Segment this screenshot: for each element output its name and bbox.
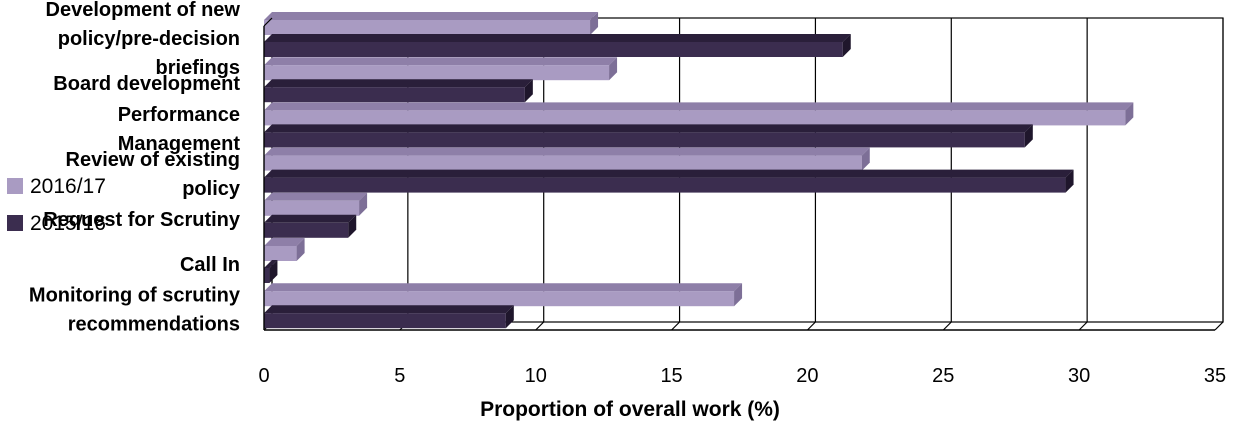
floor-gridline (1214, 321, 1224, 331)
bar-front (264, 291, 735, 307)
legend-swatch (7, 178, 23, 194)
bar-end (861, 147, 870, 171)
bar-end (1125, 102, 1134, 126)
bar-top (264, 169, 1074, 178)
bar-top (264, 102, 1134, 111)
floor-gridline (1078, 321, 1088, 331)
x-tick-label: 10 (525, 365, 547, 387)
wall-edge (263, 17, 273, 27)
bar-top (264, 57, 618, 66)
bar-series2 (264, 34, 851, 57)
bar-series1 (264, 102, 1134, 126)
bar-top (264, 79, 533, 88)
bar-front (264, 42, 843, 57)
bar-end (505, 305, 514, 329)
bar-series1 (264, 12, 599, 35)
bar-front (264, 155, 862, 171)
bar-end (609, 57, 618, 81)
bar-front (264, 110, 1126, 126)
bar-series2 (264, 124, 1033, 148)
bar-series2 (264, 169, 1074, 193)
bar-series1 (264, 147, 870, 171)
bars (264, 12, 1134, 329)
x-tick-label: 30 (1068, 365, 1090, 387)
x-tick-label: 15 (660, 365, 682, 387)
bar-top (264, 147, 870, 156)
x-tick-label: 5 (394, 365, 405, 387)
legend-item: 2016/17 (7, 175, 106, 198)
category-label: Board development (53, 73, 240, 95)
legend-swatch (7, 215, 23, 231)
bar-front (264, 313, 506, 329)
category-label: Development of new policy/pre-decision bri… (46, 0, 241, 79)
bar-top (264, 305, 514, 314)
bar-top (264, 238, 305, 246)
bar-end (1024, 124, 1033, 148)
bar-front (264, 87, 525, 103)
legend-item: 2015/16 (7, 212, 106, 235)
legend: 2016/17 2015/16 (7, 175, 106, 235)
bar-end (590, 12, 599, 35)
bar-end (359, 192, 368, 216)
bar-top (264, 283, 743, 292)
bar-front (264, 132, 1025, 148)
bar-front (264, 65, 610, 81)
bar-series2 (264, 214, 357, 238)
bar-end (734, 283, 743, 307)
bar-series2 (264, 305, 514, 329)
bar-series1 (264, 283, 743, 307)
floor-gridline (671, 321, 680, 331)
bar-top (264, 34, 851, 42)
bar-series1 (264, 238, 305, 261)
bar-front (264, 246, 297, 261)
axes (263, 17, 1215, 331)
bar-front (264, 222, 349, 238)
bar-series1 (264, 57, 618, 81)
category-labels: Development of new policy/pre-decision bri… (29, 0, 241, 336)
x-tick-labels: 0 5 10 15 20 25 30 35 (258, 365, 1226, 387)
legend-label: 2015/16 (30, 212, 106, 235)
x-axis-title: Proportion of overall work (%) (480, 398, 780, 421)
bar-series2 (264, 79, 533, 103)
floor-gridline (942, 321, 952, 331)
bar-series2 (264, 260, 278, 283)
bar-end (348, 214, 357, 238)
x-tick-label: 0 (258, 365, 269, 387)
bar-front (264, 177, 1066, 193)
category-label: Performance Management (118, 104, 241, 155)
bar-top (264, 192, 368, 201)
x-tick-label: 25 (932, 365, 954, 387)
bar-end (1065, 169, 1074, 193)
floor-gridline (535, 321, 545, 331)
category-label: Request for Scrutiny (43, 209, 241, 231)
x-tick-label: 35 (1204, 365, 1226, 387)
bar-series1 (264, 192, 368, 216)
bar-end (269, 260, 278, 283)
category-label: Monitoring of scrutiny recommendations (29, 285, 241, 336)
category-label: Review of existing policy (66, 149, 241, 200)
floor-gridline (807, 321, 816, 331)
bar-front (264, 268, 270, 283)
bar-front (264, 20, 591, 35)
bar-top (264, 260, 278, 268)
bar-end (296, 238, 305, 261)
bar-top (264, 12, 599, 20)
category-label: Call In (180, 254, 240, 276)
bar-top (264, 124, 1033, 133)
x-tick-label: 20 (796, 365, 818, 387)
bar-end (842, 34, 851, 57)
legend-label: 2016/17 (30, 175, 106, 198)
bar-front (264, 200, 360, 216)
bar-end (524, 79, 533, 103)
bar-top (264, 214, 357, 223)
